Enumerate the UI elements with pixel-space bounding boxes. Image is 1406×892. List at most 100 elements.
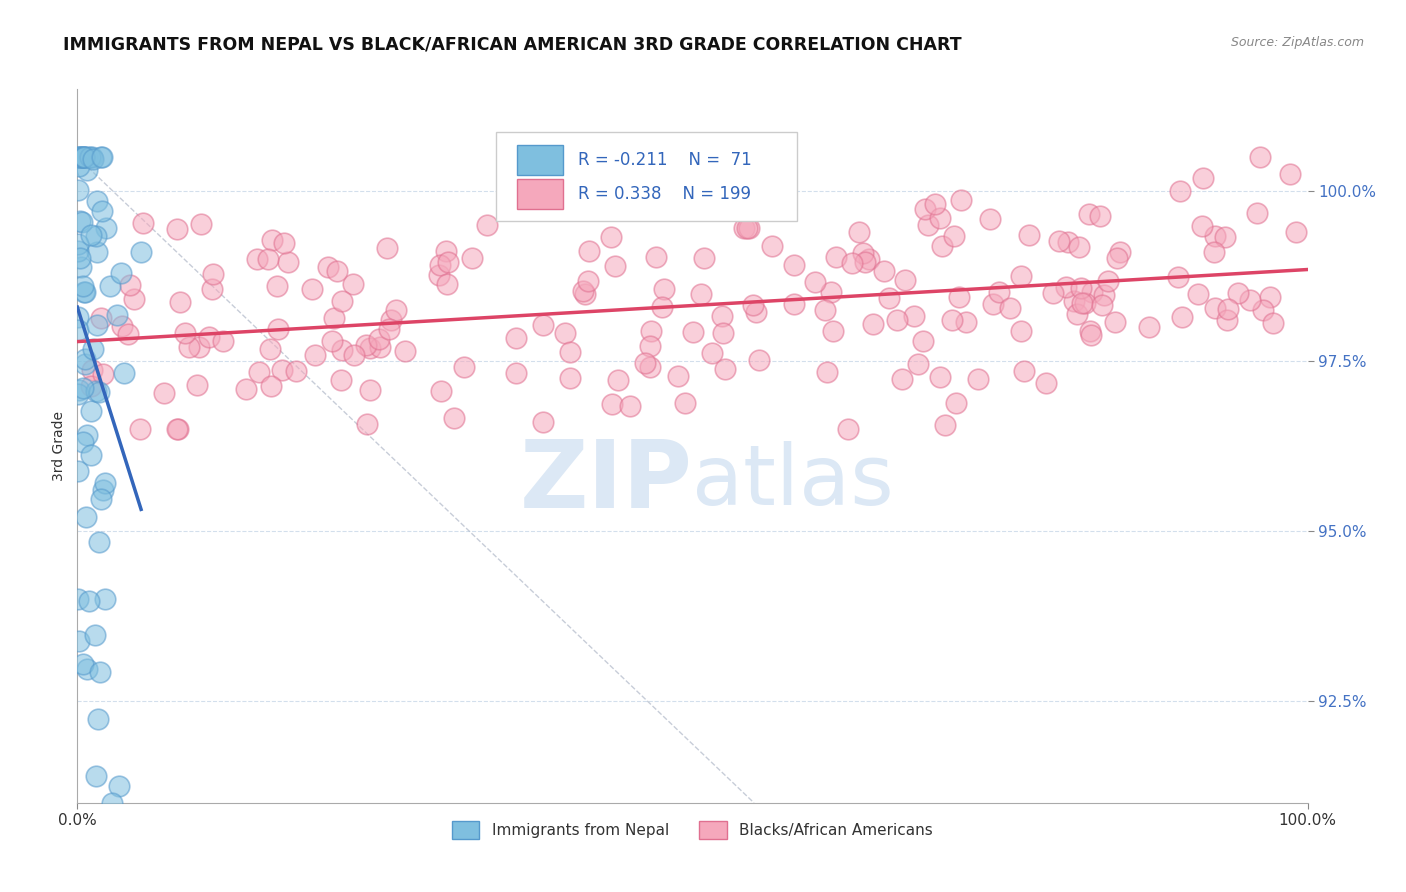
- Point: [931, 239, 953, 253]
- Point: [120, 277, 142, 292]
- Point: [69, 150, 91, 164]
- Point: [1249, 150, 1271, 164]
- Point: [853, 254, 876, 268]
- Point: [1285, 225, 1308, 239]
- Point: [955, 315, 977, 329]
- Point: [77, 593, 100, 607]
- Point: [167, 422, 190, 436]
- Point: [903, 310, 925, 324]
- Point: [87, 712, 110, 726]
- Point: [1104, 315, 1126, 329]
- Point: [67, 310, 90, 324]
- Point: [682, 325, 704, 339]
- Text: atlas: atlas: [693, 442, 894, 522]
- Point: [112, 366, 135, 380]
- Point: [273, 236, 295, 251]
- Point: [394, 343, 416, 358]
- Point: [929, 211, 952, 225]
- Point: [153, 386, 176, 401]
- Point: [891, 372, 914, 386]
- Point: [1080, 328, 1102, 343]
- Point: [124, 292, 146, 306]
- Point: [1105, 251, 1128, 265]
- Point: [600, 397, 623, 411]
- Point: [894, 273, 917, 287]
- Point: [1035, 376, 1057, 390]
- Point: [673, 395, 696, 409]
- Point: [981, 297, 1004, 311]
- Point: [917, 218, 939, 232]
- Point: [69, 150, 91, 164]
- Point: [73, 285, 96, 300]
- Point: [1010, 324, 1032, 338]
- Point: [72, 215, 94, 229]
- Point: [761, 239, 783, 253]
- Point: [84, 384, 107, 398]
- Point: [987, 285, 1010, 300]
- Point: [1056, 235, 1078, 249]
- Point: [72, 150, 94, 164]
- Y-axis label: 3rd Grade: 3rd Grade: [52, 411, 66, 481]
- Point: [825, 250, 848, 264]
- Point: [1063, 293, 1085, 308]
- Point: [72, 657, 94, 671]
- Point: [86, 769, 108, 783]
- Point: [607, 373, 630, 387]
- Point: [86, 318, 108, 332]
- Point: [94, 476, 117, 491]
- Point: [84, 628, 107, 642]
- Point: [1137, 320, 1160, 334]
- Point: [862, 318, 884, 332]
- Point: [90, 150, 112, 164]
- Point: [430, 384, 453, 398]
- Point: [76, 662, 98, 676]
- Point: [89, 665, 111, 679]
- Point: [738, 221, 761, 235]
- Point: [80, 448, 103, 462]
- Point: [67, 159, 90, 173]
- Point: [1192, 170, 1215, 185]
- Point: [1070, 281, 1092, 295]
- Point: [576, 274, 599, 288]
- Point: [66, 464, 89, 478]
- Point: [132, 216, 155, 230]
- Point: [211, 334, 233, 348]
- Point: [1279, 167, 1302, 181]
- Point: [169, 294, 191, 309]
- Point: [1218, 301, 1240, 316]
- Point: [267, 322, 290, 336]
- Point: [1091, 298, 1114, 312]
- Point: [652, 283, 675, 297]
- Point: [66, 150, 89, 164]
- Point: [90, 491, 112, 506]
- Point: [166, 422, 188, 436]
- Point: [1092, 287, 1115, 301]
- Point: [80, 403, 103, 417]
- Point: [1010, 269, 1032, 284]
- Point: [603, 259, 626, 273]
- Point: [271, 362, 294, 376]
- Point: [354, 338, 377, 352]
- Point: [321, 334, 343, 348]
- Point: [380, 313, 402, 327]
- Point: [73, 150, 96, 164]
- Point: [1191, 219, 1213, 233]
- Point: [108, 780, 131, 794]
- Point: [79, 150, 101, 164]
- Point: [67, 244, 90, 259]
- Point: [1069, 240, 1091, 254]
- Legend: Immigrants from Nepal, Blacks/African Americans: Immigrants from Nepal, Blacks/African Am…: [446, 815, 939, 845]
- Point: [912, 334, 935, 348]
- Point: [1018, 227, 1040, 242]
- Point: [877, 292, 900, 306]
- Point: [76, 150, 98, 164]
- Point: [735, 221, 758, 235]
- Point: [375, 241, 398, 255]
- Point: [1261, 316, 1284, 330]
- Point: [316, 260, 339, 275]
- Point: [1171, 310, 1194, 324]
- FancyBboxPatch shape: [496, 132, 797, 221]
- Point: [72, 150, 94, 164]
- Point: [343, 348, 366, 362]
- Point: [666, 369, 689, 384]
